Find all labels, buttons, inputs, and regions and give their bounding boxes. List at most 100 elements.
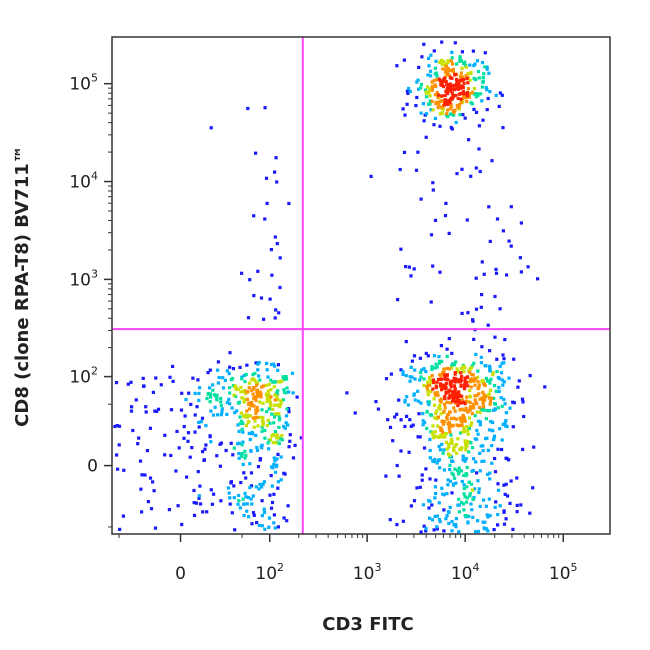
data-point: [255, 445, 259, 450]
data-point: [410, 359, 414, 363]
data-point: [440, 105, 444, 109]
data-point: [473, 77, 477, 82]
data-point: [472, 107, 476, 111]
data-point: [462, 430, 467, 434]
data-point: [442, 103, 446, 107]
data-point: [482, 272, 486, 276]
data-point: [126, 382, 130, 386]
data-point: [424, 95, 429, 99]
data-point: [519, 221, 523, 225]
data-point: [435, 380, 439, 384]
data-point: [448, 410, 452, 414]
data-point: [450, 351, 454, 355]
data-point: [471, 373, 475, 377]
data-point: [257, 394, 261, 398]
data-point: [420, 478, 424, 482]
data-point: [521, 400, 525, 404]
data-point: [293, 443, 297, 447]
data-point: [432, 528, 436, 532]
data-point: [174, 469, 178, 473]
data-point: [487, 396, 491, 400]
data-point: [422, 383, 426, 388]
data-point: [435, 409, 439, 413]
data-point: [267, 382, 271, 386]
data-point: [225, 400, 229, 405]
data-point: [257, 392, 261, 396]
data-point: [209, 409, 213, 413]
data-point: [444, 79, 448, 84]
data-point: [219, 400, 223, 404]
data-point: [442, 448, 446, 452]
data-point: [242, 502, 246, 506]
data-point: [230, 511, 234, 515]
data-point: [435, 391, 439, 395]
data-point: [494, 271, 499, 275]
data-point: [440, 427, 444, 431]
data-point: [486, 379, 490, 383]
data-point: [486, 323, 490, 327]
data-point: [153, 526, 158, 530]
data-point: [271, 362, 275, 366]
data-point: [418, 356, 422, 360]
data-point: [429, 413, 434, 417]
data-point: [208, 434, 212, 438]
data-point: [407, 450, 411, 454]
data-point: [254, 151, 258, 155]
data-point: [118, 527, 122, 531]
data-point: [428, 456, 432, 460]
data-point: [402, 58, 406, 62]
data-point: [433, 93, 437, 97]
data-point: [470, 412, 474, 416]
data-point: [425, 384, 429, 389]
data-point: [269, 378, 273, 382]
data-point: [237, 499, 241, 503]
data-point: [417, 65, 421, 69]
data-point: [473, 398, 477, 402]
data-point: [279, 478, 283, 482]
data-point: [507, 239, 511, 243]
data-point: [481, 76, 485, 80]
data-point: [442, 367, 446, 371]
data-point: [447, 442, 451, 446]
data-point: [268, 398, 272, 402]
data-point: [262, 317, 266, 321]
data-point: [440, 383, 444, 388]
x-tick-label: 102: [255, 561, 284, 584]
data-point: [221, 386, 226, 390]
data-point: [462, 383, 466, 387]
data-point: [498, 91, 502, 95]
data-point: [470, 469, 474, 473]
data-point: [216, 413, 220, 417]
data-point: [496, 513, 500, 517]
data-point: [468, 371, 472, 375]
data-point: [488, 349, 492, 353]
data-point: [508, 406, 512, 410]
data-point: [427, 402, 431, 407]
data-point: [466, 81, 470, 85]
data-point: [480, 61, 485, 65]
data-point: [460, 500, 464, 505]
data-point: [445, 73, 449, 77]
data-point: [459, 97, 463, 101]
data-point: [219, 413, 223, 417]
data-point: [287, 445, 291, 449]
data-point: [511, 527, 515, 531]
data-point: [446, 510, 451, 514]
data-point: [450, 439, 454, 443]
data-point: [455, 62, 459, 66]
data-point: [402, 150, 407, 154]
data-point: [209, 126, 213, 130]
data-point: [434, 84, 438, 89]
data-point: [241, 440, 245, 444]
data-point: [451, 94, 455, 98]
data-point: [461, 400, 466, 404]
data-point: [503, 492, 507, 496]
data-point: [253, 371, 257, 375]
data-point: [276, 389, 280, 393]
data-point: [246, 495, 250, 500]
data-point: [501, 383, 505, 387]
data-point: [248, 432, 252, 436]
data-point: [448, 107, 452, 111]
data-point: [461, 113, 465, 117]
data-point: [485, 108, 489, 112]
